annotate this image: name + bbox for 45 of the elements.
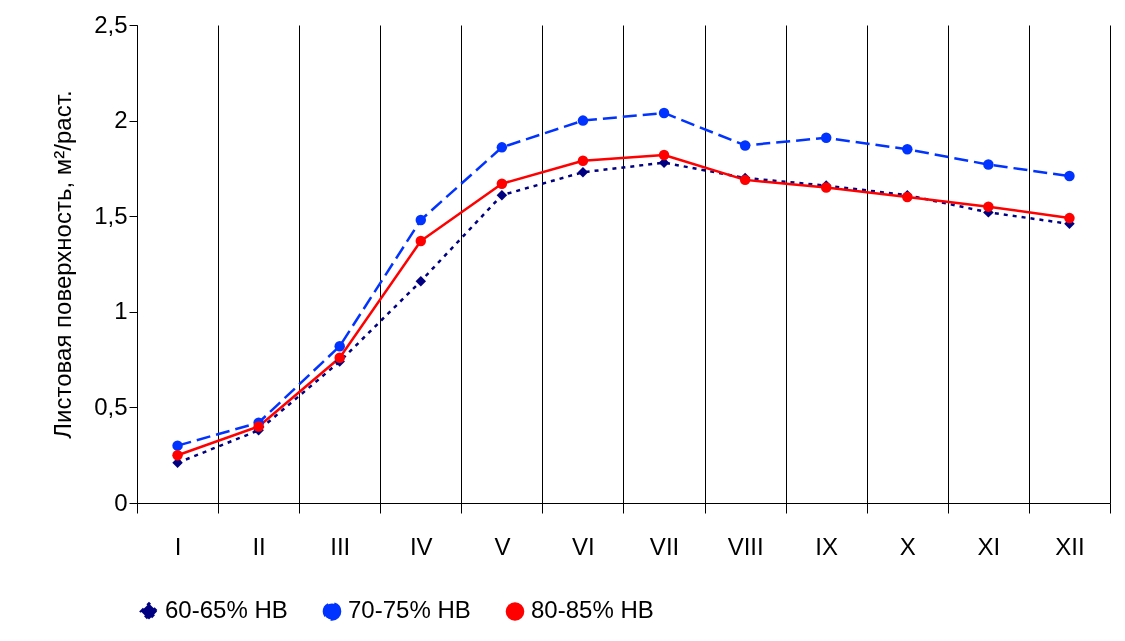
y-tick-label: 2,5 <box>94 10 128 38</box>
point <box>253 421 264 432</box>
x-tick-label: III <box>330 532 351 560</box>
point <box>415 235 427 247</box>
point <box>577 155 589 166</box>
point <box>496 178 508 189</box>
y-tick-label: 1,5 <box>94 201 128 229</box>
point <box>820 132 832 144</box>
x-tick-label: X <box>899 532 916 560</box>
x-tick-label: II <box>252 532 266 560</box>
x-tick-label: VIII <box>727 532 764 560</box>
y-tick-label: 0,5 <box>94 392 128 420</box>
x-tick-label: IX <box>815 532 839 560</box>
x-tick-label: XI <box>977 532 1001 560</box>
point <box>172 440 183 451</box>
point <box>739 140 751 151</box>
point <box>658 149 670 161</box>
point <box>983 201 994 212</box>
point <box>577 166 589 178</box>
x-tick-label: VI <box>572 532 595 560</box>
point <box>496 189 508 201</box>
legend-label: 60-65% НВ <box>165 596 288 624</box>
point <box>334 352 345 363</box>
y-tick-label: 1 <box>114 297 128 325</box>
point <box>496 142 508 153</box>
point <box>983 159 994 170</box>
y-axis-title: Листовая поверхность, м²/раст. <box>49 90 77 439</box>
point <box>415 275 427 287</box>
x-tick-label: IV <box>409 532 433 560</box>
point <box>577 115 589 126</box>
x-tick-label: XII <box>1055 532 1085 560</box>
point <box>902 144 913 155</box>
point <box>415 214 427 226</box>
x-tick-label: V <box>494 532 511 560</box>
legend-label: 80-85% НВ <box>531 596 654 624</box>
y-tick-label: 2 <box>114 106 128 134</box>
point <box>172 449 183 461</box>
point <box>1064 212 1075 224</box>
x-tick-label: VII <box>649 532 680 560</box>
legend-label: 70-75% НВ <box>348 596 471 624</box>
point <box>658 107 670 119</box>
x-tick-label: I <box>174 532 182 560</box>
point <box>334 340 345 352</box>
point <box>1064 170 1075 182</box>
y-tick-label: 0 <box>114 488 128 516</box>
